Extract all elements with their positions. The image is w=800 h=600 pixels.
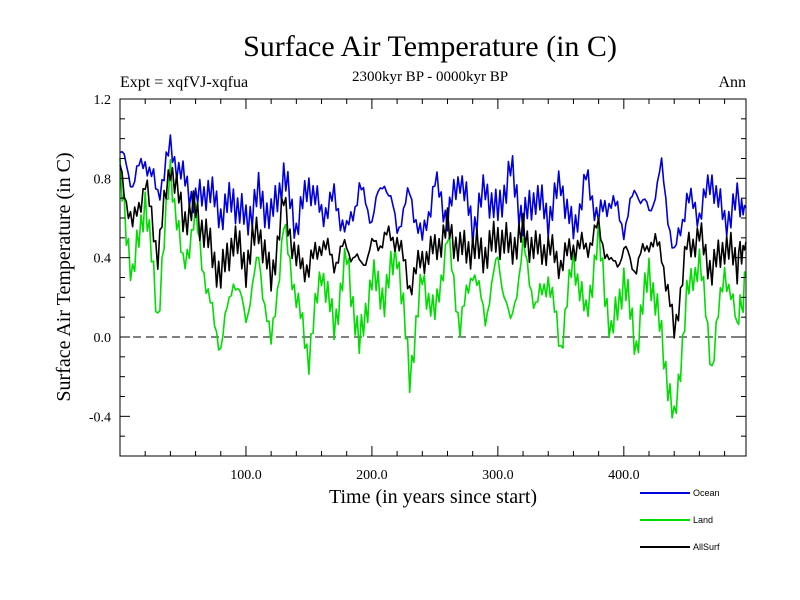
x-tick-label: 200.0	[356, 468, 388, 483]
series-line-ocean	[119, 134, 747, 249]
series-line-allsurf	[119, 164, 747, 339]
legend: Ocean Land AllSurf	[640, 488, 720, 552]
x-tick-label: 300.0	[482, 468, 514, 483]
y-tick-label: 0.4	[94, 252, 112, 267]
y-tick-label: 0.8	[94, 172, 112, 187]
plot-frame	[119, 98, 747, 457]
expt-label: Expt = xqfVJ-xqfua	[120, 74, 248, 91]
legend-label-ocean: Ocean	[693, 488, 720, 498]
y-tick-label: 0.0	[94, 331, 112, 346]
season-label: Ann	[718, 74, 746, 91]
plot-area: 100.0 200.0 300.0 400.0 -0.4 0.0 0.4 0.8 1.2	[89, 93, 747, 483]
x-tick-label: 400.0	[608, 468, 640, 483]
x-tick-label: 100.0	[230, 468, 262, 483]
y-tick-label: 1.2	[94, 93, 112, 108]
chart-title: Surface Air Temperature (in C)	[243, 30, 617, 63]
y-axis-label: Surface Air Temperature (in C)	[53, 152, 75, 401]
legend-label-land: Land	[693, 515, 713, 525]
chart-subtitle: 2300kyr BP - 0000kyr BP	[352, 69, 508, 85]
legend-label-allsurf: AllSurf	[693, 542, 720, 552]
y-tick-label: -0.4	[89, 410, 111, 425]
x-axis-label: Time (in years since start)	[329, 486, 537, 508]
series-line-land	[119, 157, 747, 419]
